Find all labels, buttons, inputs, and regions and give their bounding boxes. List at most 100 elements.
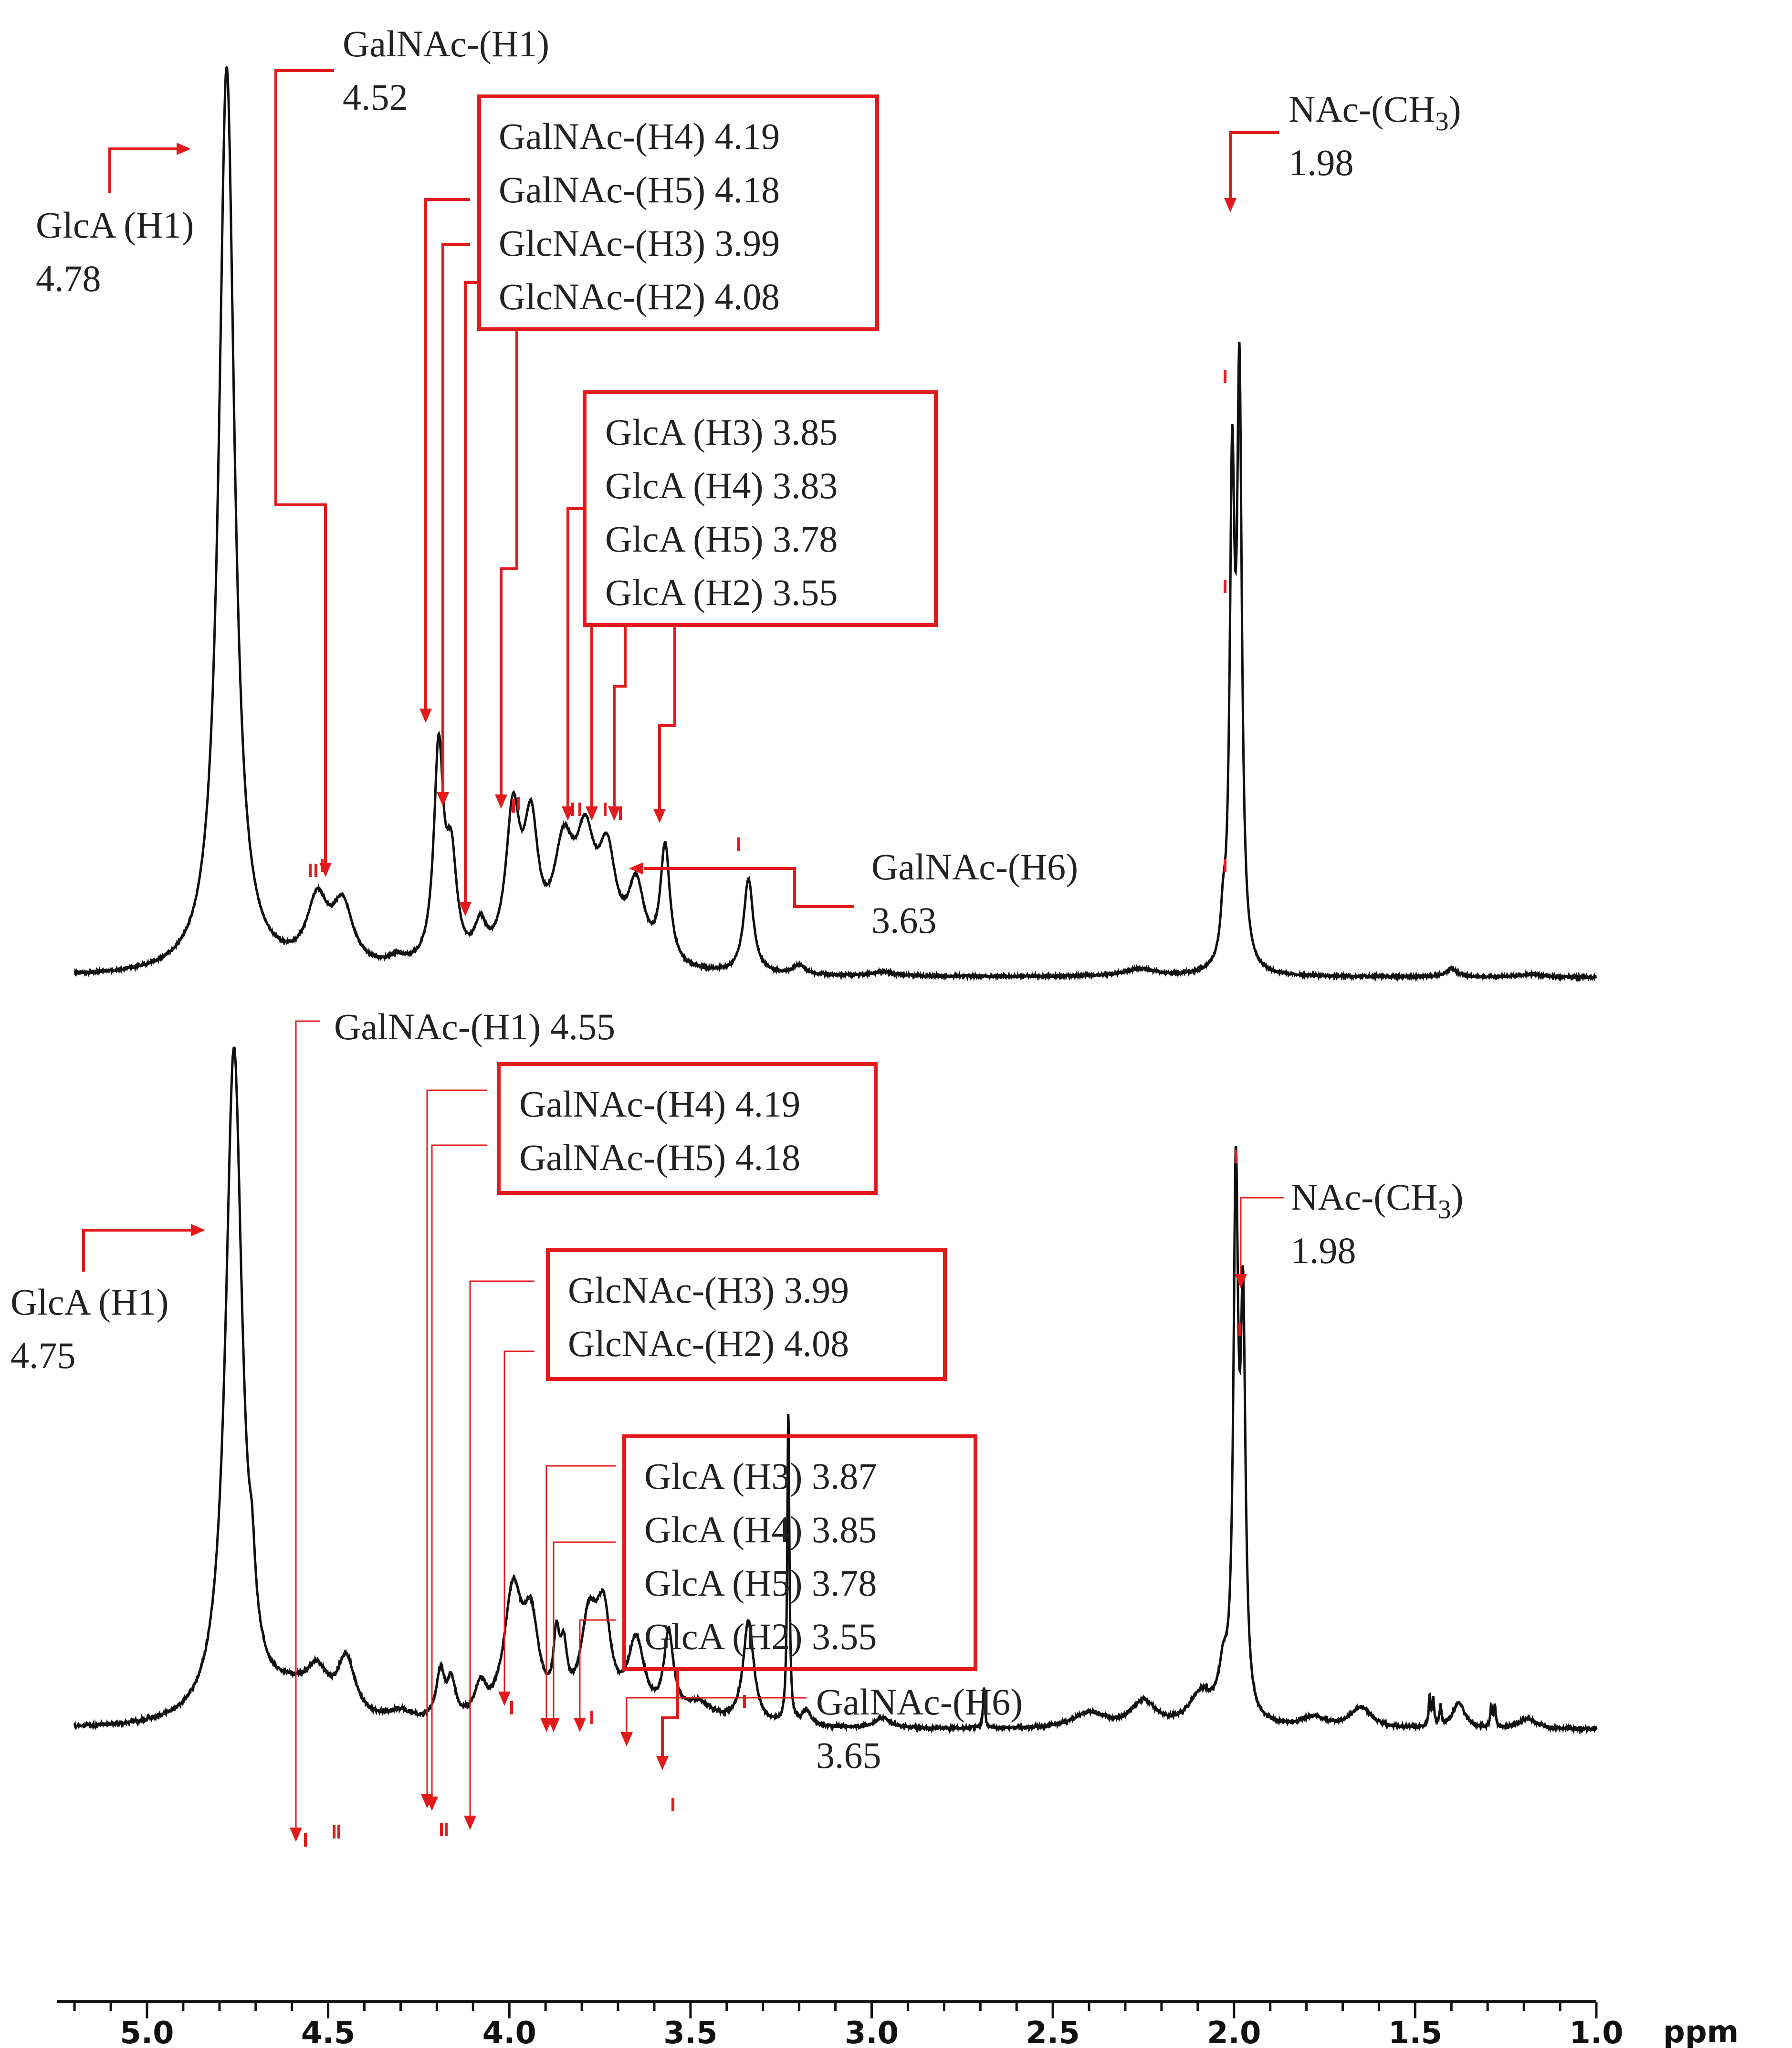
arrow-head-b5 xyxy=(464,1816,476,1830)
arrow-head-b11 xyxy=(620,1732,633,1746)
top-box2-line-1: GlcA (H3) 3.85 xyxy=(605,411,838,453)
x-axis: 5.0 4.5 4.0 3.5 3.0 2.5 2.0 1.5 1.0 ppm xyxy=(57,2000,1739,2048)
leader-line-b12 xyxy=(1240,1197,1284,1276)
leader-line-b11 xyxy=(626,1697,807,1737)
arrow-head-t8 xyxy=(586,806,598,821)
bottom-galnac-h1-label: GalNAc-(H1) 4.55 xyxy=(334,1006,615,1047)
x-axis-ticks xyxy=(73,2002,1598,2018)
bottom-nac-ch3-label: NAc-(CH3) xyxy=(1291,1176,1464,1224)
leader-line-t5 xyxy=(464,281,479,902)
top-box1-line-3: GlcNAc-(H3) 3.99 xyxy=(499,222,780,264)
bottom-glcnac-box xyxy=(546,1248,947,1381)
top-galnac-h1-value: 4.52 xyxy=(343,76,408,118)
bottom-box3-line-1: GlcA (H3) 3.87 xyxy=(644,1455,877,1497)
top-nac-ch3-value: 1.98 xyxy=(1289,142,1354,183)
leader-line-t12 xyxy=(1229,131,1279,198)
leader-line-t4 xyxy=(441,243,470,792)
top-galnac-h1-label: GalNAc-(H1) xyxy=(343,23,549,64)
bottom-box3-line-3: GlcA (H5) 3.78 xyxy=(644,1562,877,1604)
leader-line-b5 xyxy=(469,1280,534,1820)
leader-line-b8 xyxy=(553,1541,616,1723)
top-galnac-h6-label: GalNAc-(H6) xyxy=(871,846,1078,888)
top-box1-line-2: GalNAc-(H5) 4.18 xyxy=(499,169,780,210)
top-galnac-glcnac-box xyxy=(477,94,879,331)
bottom-galnac-h6-label: GalNAc-(H6) xyxy=(816,1681,1023,1723)
spectrum-trace-top xyxy=(73,66,1597,982)
leader-line-b3 xyxy=(426,1089,487,1799)
x-tick-label-1.0: 1.0 xyxy=(1569,2016,1623,2048)
x-tick-label-2.5: 2.5 xyxy=(1026,2016,1079,2048)
top-box2-line-2: GlcA (H4) 3.83 xyxy=(605,465,838,506)
top-box1-line-1: GalNAc-(H4) 4.19 xyxy=(499,115,780,157)
top-glca-box xyxy=(583,390,938,627)
leader-line-t7 xyxy=(566,507,585,806)
bottom-glca-box xyxy=(622,1434,977,1671)
leader-line-b6 xyxy=(503,1350,534,1696)
x-tick-label-5.0: 5.0 xyxy=(120,2016,174,2048)
bottom-box2-line-1: GlcNAc-(H3) 3.99 xyxy=(568,1269,849,1311)
bottom-glca-h1-label: GlcA (H1) xyxy=(10,1281,168,1323)
top-box2-line-3: GlcA (H5) 3.78 xyxy=(605,518,838,560)
bottom-box1-line-1: GalNAc-(H4) 4.19 xyxy=(519,1083,800,1125)
bottom-box1-line-2: GalNAc-(H5) 4.18 xyxy=(519,1137,800,1178)
bottom-galnac-h6-value: 3.65 xyxy=(816,1735,881,1776)
leader-line-t9 xyxy=(613,625,627,806)
x-axis-unit: ppm xyxy=(1663,2015,1739,2048)
arrow-head-b4 xyxy=(426,1797,438,1811)
leader-line-b9 xyxy=(579,1619,616,1723)
x-tick-label-3.5: 3.5 xyxy=(663,2016,717,2048)
arrow-head-t7 xyxy=(562,806,574,821)
arrow-head-t1 xyxy=(177,143,191,155)
leader-line-b10 xyxy=(661,1669,679,1756)
top-galnac-h6-value: 3.63 xyxy=(871,899,937,941)
x-tick-label-4.0: 4.0 xyxy=(482,2016,536,2048)
arrow-head-t3 xyxy=(419,709,432,723)
arrow-head-b10 xyxy=(656,1756,669,1770)
leader-line-t6 xyxy=(500,329,518,794)
arrow-head-b1 xyxy=(191,1224,205,1236)
arrow-head-b8 xyxy=(547,1718,560,1732)
bottom-galnac-box xyxy=(497,1062,878,1195)
bottom-glca-h1-value: 4.75 xyxy=(10,1335,76,1376)
arrow-head-t11 xyxy=(629,862,643,875)
leader-line-t1 xyxy=(108,147,177,193)
leader-line-b1 xyxy=(82,1229,191,1272)
leader-line-t3 xyxy=(424,198,470,709)
top-annotations: GlcA (H1) 4.78 GalNAc-(H1) 4.52 GalNAc-(… xyxy=(36,23,1461,941)
leader-line-t10 xyxy=(658,625,676,809)
bottom-box3-line-2: GlcA (H4) 3.85 xyxy=(644,1509,877,1550)
arrow-head-b12 xyxy=(1235,1274,1247,1288)
leader-line-b4 xyxy=(431,1144,487,1801)
top-box2-line-4: GlcA (H2) 3.55 xyxy=(605,572,838,613)
leader-line-t11 xyxy=(644,867,854,908)
top-glca-h1-value: 4.78 xyxy=(36,258,101,299)
annotation-leader-lines xyxy=(82,69,1284,1842)
bottom-nac-ch3-value: 1.98 xyxy=(1291,1230,1356,1271)
spectrum-trace-bottom xyxy=(73,1046,1598,1735)
arrow-head-b9 xyxy=(574,1718,586,1732)
leader-line-b2 xyxy=(295,1020,320,1832)
leader-line-t2 xyxy=(274,69,334,863)
arrow-head-t5 xyxy=(459,902,472,916)
top-glca-h1-label: GlcA (H1) xyxy=(36,204,194,246)
x-tick-label-2.0: 2.0 xyxy=(1207,2016,1261,2048)
x-axis-tick-labels: 5.0 4.5 4.0 3.5 3.0 2.5 2.0 1.5 1.0 xyxy=(120,2016,1623,2048)
x-tick-label-4.5: 4.5 xyxy=(301,2016,355,2048)
arrow-head-t6 xyxy=(495,794,507,809)
x-tick-label-1.5: 1.5 xyxy=(1388,2016,1442,2048)
top-nac-ch3-label: NAc-(CH3) xyxy=(1289,88,1461,136)
bottom-annotations: GlcA (H1) 4.75 GalNAc-(H1) 4.55 GalNAc-(… xyxy=(10,1006,1464,1776)
spectra-layer xyxy=(73,66,1598,1735)
arrow-head-t12 xyxy=(1224,198,1237,212)
arrow-head-t9 xyxy=(608,806,620,821)
x-tick-label-3.0: 3.0 xyxy=(845,2016,899,2048)
bottom-box2-line-2: GlcNAc-(H2) 4.08 xyxy=(568,1323,849,1364)
arrow-head-t10 xyxy=(653,809,666,823)
arrow-head-b6 xyxy=(498,1692,511,1706)
peak-marker-ticks xyxy=(304,370,1241,1847)
arrow-head-b2 xyxy=(290,1828,302,1842)
leader-line-b7 xyxy=(545,1465,616,1723)
bottom-box3-line-4: GlcA (H2) 3.55 xyxy=(644,1616,877,1657)
